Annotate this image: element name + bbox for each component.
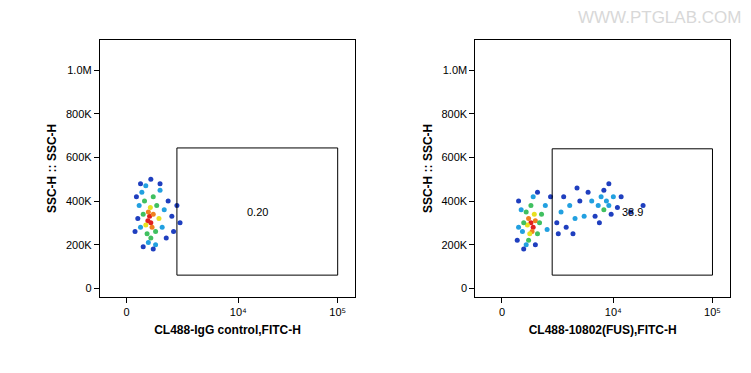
svg-text:WWW.PTGLAB.COM: WWW.PTGLAB.COM bbox=[578, 8, 741, 27]
svg-text:CL488-IgG control,FITC-H: CL488-IgG control,FITC-H bbox=[154, 323, 301, 337]
svg-text:600K: 600K bbox=[66, 151, 92, 163]
svg-text:800K: 800K bbox=[66, 108, 92, 120]
svg-text:400K: 400K bbox=[66, 195, 92, 207]
svg-text:0: 0 bbox=[461, 282, 467, 294]
svg-text:1.0M: 1.0M bbox=[67, 64, 91, 76]
svg-text:SSC-H :: SSC-H: SSC-H :: SSC-H bbox=[45, 124, 59, 213]
svg-text:0: 0 bbox=[86, 282, 92, 294]
svg-text:10⁵: 10⁵ bbox=[329, 306, 346, 318]
svg-text:0: 0 bbox=[124, 306, 130, 318]
svg-text:CL488-10802(FUS),FITC-H: CL488-10802(FUS),FITC-H bbox=[529, 323, 677, 337]
svg-text:10⁵: 10⁵ bbox=[704, 306, 721, 318]
svg-text:600K: 600K bbox=[441, 151, 467, 163]
svg-text:1.0M: 1.0M bbox=[443, 64, 467, 76]
svg-text:0: 0 bbox=[499, 306, 505, 318]
svg-text:10⁴: 10⁴ bbox=[230, 306, 247, 318]
svg-text:800K: 800K bbox=[441, 108, 467, 120]
svg-text:10⁴: 10⁴ bbox=[605, 306, 622, 318]
svg-text:400K: 400K bbox=[441, 195, 467, 207]
svg-text:SSC-H :: SSC-H: SSC-H :: SSC-H bbox=[421, 124, 435, 213]
svg-text:0.20: 0.20 bbox=[247, 206, 268, 218]
svg-text:200K: 200K bbox=[66, 238, 92, 250]
svg-text:200K: 200K bbox=[441, 238, 467, 250]
svg-text:38.9: 38.9 bbox=[622, 206, 643, 218]
